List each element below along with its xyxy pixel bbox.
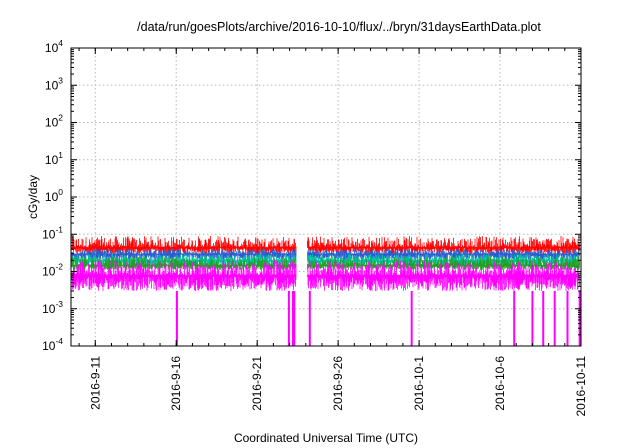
y-axis-label: cGy/day	[26, 175, 40, 219]
chart-title: /data/run/goesPlots/archive/2016-10-10/f…	[137, 20, 541, 34]
y-tick-label: 10-2	[42, 262, 63, 279]
y-tick-label: 102	[45, 113, 63, 130]
y-tick-label: 10-1	[42, 224, 63, 241]
x-tick-label: 2016-10-6	[493, 356, 507, 411]
x-tick-label: 2016-9-11	[88, 356, 102, 410]
series-trace	[71, 236, 580, 254]
y-tick-label: 101	[45, 150, 63, 167]
y-tick-label: 103	[45, 75, 63, 92]
x-axis-label: Coordinated Universal Time (UTC)	[234, 431, 418, 445]
x-tick-labels: 2016-9-11 2016-9-16 2016-9-21 2016-9-26 2016…	[88, 356, 588, 417]
x-tick-label: 2016-10-11	[574, 356, 588, 417]
y-tick-label: 100	[45, 187, 63, 204]
grid	[71, 48, 582, 346]
series-trace	[71, 249, 580, 261]
y-tick-labels: 10-4 10-3 10-2 10-1 100 101 102 103 104	[42, 38, 63, 353]
x-tick-label: 2016-9-16	[169, 356, 183, 411]
x-tick-label: 2016-9-26	[331, 356, 345, 411]
x-tick-label: 2016-9-21	[250, 356, 264, 411]
series-layer	[71, 236, 581, 346]
y-tick-label: 10-4	[42, 336, 63, 353]
series-path	[71, 236, 580, 254]
y-tick-label: 104	[45, 38, 63, 55]
axis-ticks	[71, 47, 582, 347]
series-path	[71, 249, 580, 261]
y-tick-label: 10-3	[42, 299, 63, 316]
x-tick-label: 2016-10-1	[412, 356, 426, 411]
